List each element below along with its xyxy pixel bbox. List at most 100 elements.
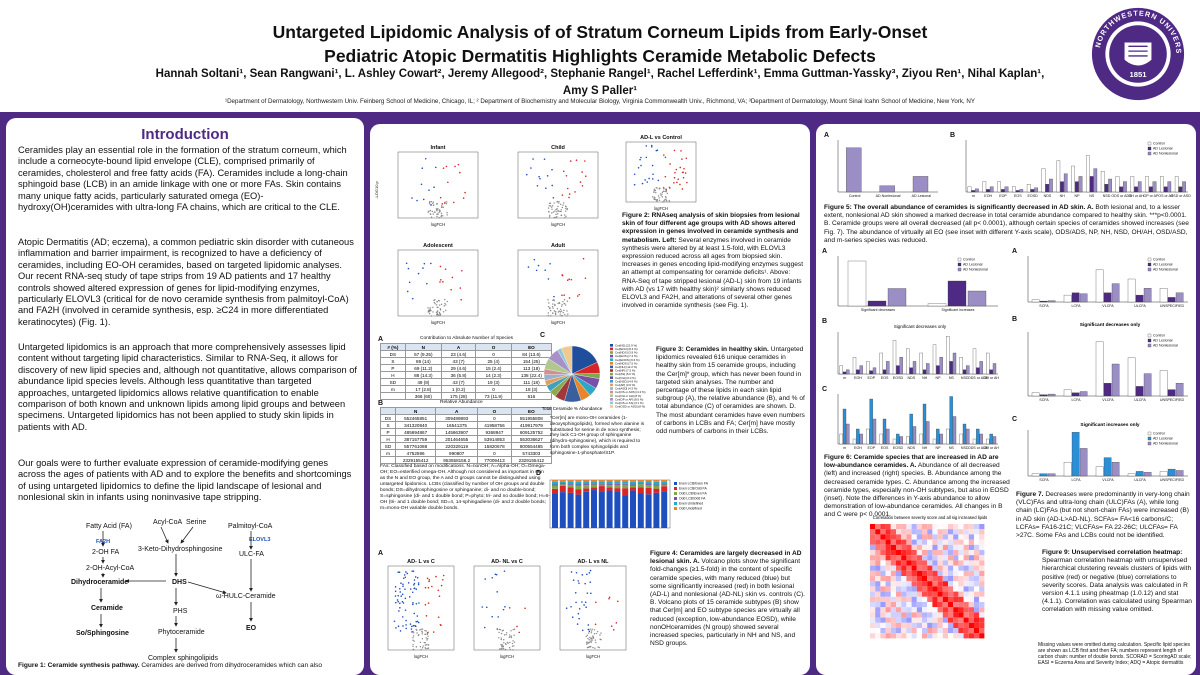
fig4-volcano-adl-c-point <box>423 641 425 644</box>
volcano-adolescent-down-point <box>426 282 428 285</box>
volcano-child-down-point <box>525 173 528 176</box>
figure-3-caption: Figure 3: Ceramides in healthy skin. Unt… <box>656 346 805 436</box>
fig4-volcano-adl-c-point <box>425 637 427 639</box>
volcano-child-up-point <box>584 160 586 162</box>
volcano-adl-control-point <box>668 201 671 203</box>
fig4-volcano-adl-nl-down-point <box>581 574 584 576</box>
fig4-volcano-adl-nl-point <box>590 640 592 642</box>
heatmap-cell <box>916 602 922 608</box>
table-cell: 990807 <box>435 449 479 457</box>
heatmap-cell <box>953 586 959 592</box>
fig7b-bar <box>1079 391 1088 397</box>
node-2oh-fa: 2-OH FA <box>92 549 120 556</box>
heatmap-cell <box>963 565 969 571</box>
volcano-infant-point <box>446 201 448 203</box>
heatmap-cell <box>870 628 876 634</box>
heatmap-cell <box>968 534 974 540</box>
fig3-table-b-title: Relative Abundance <box>440 400 483 405</box>
volcano-adl-control-down-point <box>648 177 650 180</box>
fig6c-tick: EOP <box>868 446 876 450</box>
fig7b-bar <box>1063 389 1072 397</box>
heatmap-cell <box>948 607 954 613</box>
table-cell: 36 (5.8) <box>440 371 477 379</box>
volcano-child-point <box>557 205 559 208</box>
stack-segment <box>645 480 652 482</box>
fig6a-tick: Significant increases <box>942 308 975 312</box>
volcano-infant-point <box>441 205 443 207</box>
heatmap-cell <box>896 524 902 530</box>
fig6a-bar <box>947 280 967 307</box>
heatmap-cell <box>937 544 943 550</box>
heatmap-cell <box>890 555 896 561</box>
table-cell: O <box>475 343 512 351</box>
stack-segment <box>653 484 660 486</box>
heatmap-cell <box>937 633 943 639</box>
fig4-volcano-adl-c-down-point <box>412 624 415 627</box>
heatmap-cell <box>916 524 922 530</box>
volcano-infant-down-point <box>430 203 432 206</box>
fig7b-tick: SCFA <box>1039 398 1049 402</box>
table-row: SD 557761088 220329119 15820678 800554485 <box>380 442 553 450</box>
volcano-adl-control-point <box>662 190 665 193</box>
heatmap-cell <box>880 612 886 618</box>
heatmap-cell <box>870 581 876 587</box>
fig4-volcano-adl-c-xlabel: logFCH <box>414 654 428 659</box>
table-cell: 2329155412 <box>510 456 553 464</box>
heatmap-cell <box>916 534 922 540</box>
heatmap-cell <box>890 633 896 639</box>
pie-legend-swatch <box>610 387 613 390</box>
table-cell: 366 (60) <box>404 392 442 400</box>
fig4-volcano-adl-c-down-point <box>416 615 419 617</box>
fig4-volcano-adl-nl-point <box>590 638 592 640</box>
fig4-volcano-adl-c-down-point <box>401 616 404 618</box>
fig4-volcano-adl-c-down-point <box>416 576 419 579</box>
affiliations: ¹Department of Dermatology, Northwestern… <box>225 98 975 105</box>
heatmap-cell <box>911 576 917 582</box>
stack-legend-swatch <box>674 482 677 485</box>
volcano-adolescent-point <box>429 308 431 310</box>
fig5b-bar <box>1019 189 1024 193</box>
stack-segment <box>614 480 621 482</box>
pie-legend-label: Cer[NP] (7.5 %) <box>615 369 635 373</box>
volcano-adolescent-down-point <box>406 290 409 293</box>
fig6b-bar <box>986 352 990 375</box>
volcano-infant-point <box>440 212 443 215</box>
heatmap-cell <box>880 602 886 608</box>
fig7c-bar <box>1063 462 1072 477</box>
heatmap-cell <box>948 570 954 576</box>
figure-2-age-group-volcano-plots: InfantlogFCHChildlogFCHAdolescentlogFCHA… <box>374 145 599 325</box>
volcano-adult-up-point <box>568 278 570 281</box>
volcano-adl-control-up-point <box>674 171 676 174</box>
pie-legend-label: Cer[NDS] (7.5 %) <box>615 361 638 365</box>
stack-segment <box>606 481 613 485</box>
heatmap-cell <box>968 586 974 592</box>
heatmap-cell <box>922 555 928 561</box>
heatmap-cell <box>922 591 928 597</box>
fig4-volcano-adl-nl-point <box>588 641 590 643</box>
heatmap-cell <box>948 596 954 602</box>
fig7c-legend-label: Control <box>1153 432 1165 436</box>
heatmap-cell <box>968 596 974 602</box>
fig4-volcano-adl-c-up-point <box>424 603 427 606</box>
heatmap-cell <box>968 628 974 634</box>
volcano-adult-point <box>558 310 560 312</box>
fig4-volcano-adl-nl-point <box>593 629 596 631</box>
heatmap-cell <box>948 534 954 540</box>
heatmap-cell <box>927 633 933 639</box>
heatmap-cell <box>953 560 959 566</box>
volcano-child-down-point <box>551 168 553 171</box>
table-cell: 387157759 <box>394 435 437 443</box>
volcano-child-point <box>551 208 553 210</box>
fig4-volcano-adnl-c-point <box>509 636 511 638</box>
stack-segment <box>575 494 582 528</box>
volcano-adl-control-up-point <box>681 188 684 190</box>
heatmap-cell <box>911 622 917 628</box>
fig4-volcano-adl-c-down-point <box>397 625 400 628</box>
volcano-adult-up-point <box>561 294 563 297</box>
fig4-volcano-adl-c-down-point <box>407 582 410 584</box>
fig6c-bar <box>939 433 943 445</box>
fig6c-bar <box>899 436 903 445</box>
fig4-volcano-adl-c-down-point <box>413 582 416 585</box>
